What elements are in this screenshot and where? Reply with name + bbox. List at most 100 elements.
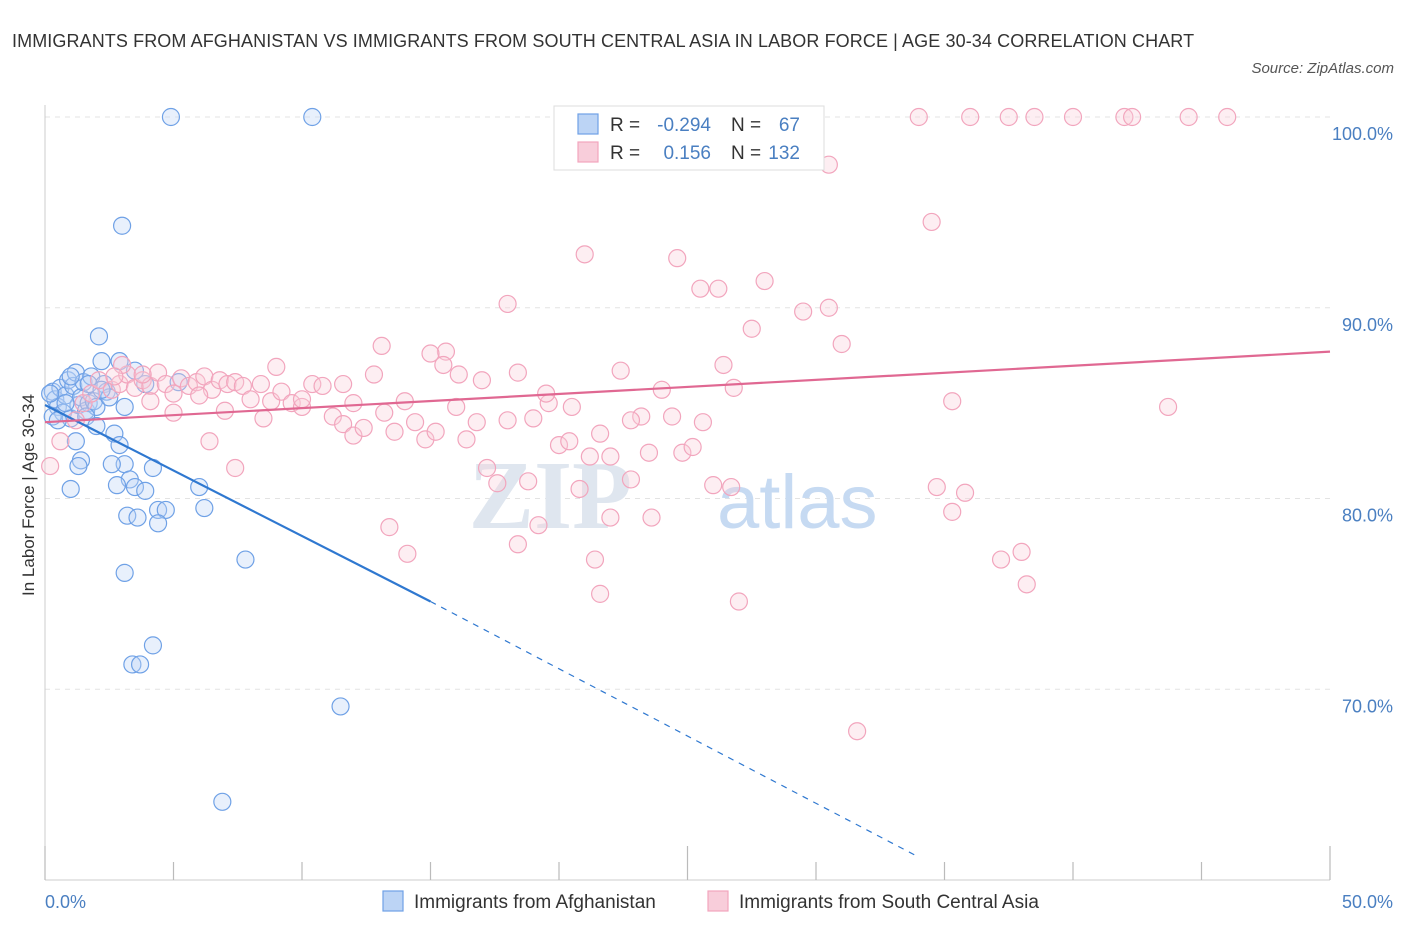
south-central-asia-point-1 <box>51 432 70 451</box>
south-central-asia-point-127 <box>639 443 659 462</box>
south-central-asia-point-103 <box>1012 542 1031 562</box>
south-central-asia-point-44 <box>447 397 466 417</box>
south-central-asia-point-37 <box>375 403 394 422</box>
axes <box>44 105 1331 881</box>
south-central-asia-point-111 <box>226 458 245 478</box>
watermark-atlas: atlas <box>717 460 878 545</box>
afghanistan-point-35 <box>136 481 155 500</box>
south-central-asia-point-35 <box>354 418 373 438</box>
south-central-asia-point-92 <box>1063 107 1083 127</box>
south-central-asia-point-23 <box>233 376 252 396</box>
trend-lines <box>44 350 1331 858</box>
south-central-asia-point-70 <box>714 355 733 375</box>
legend-n-label-south-central-asia: N = <box>731 143 761 164</box>
south-central-asia-point-66 <box>673 443 692 462</box>
south-central-asia-point-110 <box>380 518 399 537</box>
afghanistan-point-18 <box>89 327 109 346</box>
legend-swatch-afghanistan <box>577 113 599 135</box>
south-central-asia-point-126 <box>621 411 641 430</box>
south-central-asia-point-55 <box>560 432 579 451</box>
south-central-asia-point-63 <box>642 508 661 527</box>
y-tick-label-3: 100.0% <box>1332 124 1393 144</box>
south-central-asia-point-60 <box>611 361 630 380</box>
afghanistan-point-43 <box>115 563 134 582</box>
south-central-asia-point-128 <box>344 394 363 413</box>
south-central-asia-point-116 <box>133 365 152 384</box>
south-central-asia-point-101 <box>943 502 962 521</box>
gridlines <box>45 116 1330 690</box>
afghanistan-point-47 <box>331 697 350 716</box>
south-central-asia-point-75 <box>498 294 517 314</box>
south-central-asia-point-105 <box>1158 397 1178 417</box>
south-central-asia-point-74 <box>524 409 543 428</box>
south-central-asia-point-24 <box>241 390 260 409</box>
south-central-asia-point-98 <box>848 722 867 741</box>
afghanistan-point-44 <box>143 636 163 655</box>
south-central-asia-point-38 <box>385 422 404 441</box>
afghanistan-point-19 <box>92 352 111 371</box>
south-central-asia-point-9 <box>125 378 145 397</box>
afghanistan-point-34 <box>128 508 147 527</box>
south-central-asia-point-87 <box>909 107 928 127</box>
afghanistan-point-39 <box>148 514 168 533</box>
legend-n-value-south-central-asia: 132 <box>768 143 800 164</box>
south-central-asia-point-56 <box>570 479 589 499</box>
south-central-asia-point-45 <box>457 430 476 449</box>
y-tick-label-0: 70.0% <box>1342 696 1393 716</box>
afghanistan-point-31 <box>102 455 121 474</box>
south-central-asia-point-104 <box>1017 575 1036 594</box>
series-afghanistan-points <box>41 107 350 811</box>
south-central-asia-point-96 <box>1218 107 1237 127</box>
afghanistan-point-32 <box>107 476 127 495</box>
south-central-asia-point-89 <box>961 107 980 127</box>
south-central-asia-point-64 <box>652 380 671 399</box>
legend-r-label-south-central-asia: R = <box>610 143 640 164</box>
south-central-asia-point-79 <box>722 477 741 497</box>
south-central-asia-point-84 <box>819 298 838 317</box>
south-central-asia-trend-line <box>44 350 1331 424</box>
y-tick-labels: 70.0% 80.0% 90.0% 100.0% <box>1332 124 1393 716</box>
south-central-asia-point-86 <box>922 212 941 232</box>
south-central-asia-point-76 <box>691 279 710 298</box>
south-central-asia-point-32 <box>323 407 342 426</box>
south-central-asia-point-120 <box>421 344 440 363</box>
south-central-asia-point-119 <box>372 336 391 355</box>
south-central-asia-point-118 <box>334 374 353 394</box>
south-central-asia-point-54 <box>549 435 569 455</box>
south-central-asia-point-48 <box>488 474 507 493</box>
south-central-asia-point-82 <box>742 319 761 338</box>
south-central-asia-point-40 <box>405 413 425 432</box>
south-central-asia-point-58 <box>591 424 610 443</box>
south-central-asia-point-91 <box>1025 107 1044 127</box>
south-central-asia-point-88 <box>943 392 962 411</box>
south-central-asia-point-65 <box>662 407 682 426</box>
south-central-asia-point-3 <box>74 394 93 413</box>
south-central-asia-point-73 <box>601 508 620 527</box>
south-central-asia-point-130 <box>254 409 273 428</box>
bottom-legend-swatch-afghanistan <box>382 890 404 912</box>
south-central-asia-point-133 <box>164 403 183 422</box>
south-central-asia-point-99 <box>927 477 946 497</box>
south-central-asia-point-122 <box>449 365 468 384</box>
south-central-asia-point-0 <box>41 456 60 476</box>
afghanistan-point-65 <box>41 384 60 403</box>
south-central-asia-point-69 <box>704 476 723 495</box>
y-tick-label-2: 90.0% <box>1342 315 1393 335</box>
south-central-asia-point-107 <box>591 584 610 603</box>
watermark-zip: ZIP <box>469 442 632 550</box>
afghanistan-point-51 <box>303 107 322 127</box>
south-central-asia-point-81 <box>755 271 774 291</box>
south-central-asia-point-50 <box>508 363 527 382</box>
bottom-legend: Immigrants from Afghanistan Immigrants f… <box>382 890 1039 913</box>
afghanistan-point-42 <box>236 550 255 569</box>
south-central-asia-point-94 <box>1123 107 1142 127</box>
afghanistan-point-29 <box>61 479 80 499</box>
afghanistan-point-49 <box>112 216 132 235</box>
south-central-asia-point-42 <box>426 422 445 441</box>
south-central-asia-point-5 <box>89 371 109 390</box>
south-central-asia-point-14 <box>164 384 183 403</box>
south-central-asia-point-52 <box>529 516 548 535</box>
south-central-asia-point-4 <box>82 384 101 403</box>
legend-n-value-afghanistan: 67 <box>779 115 800 136</box>
